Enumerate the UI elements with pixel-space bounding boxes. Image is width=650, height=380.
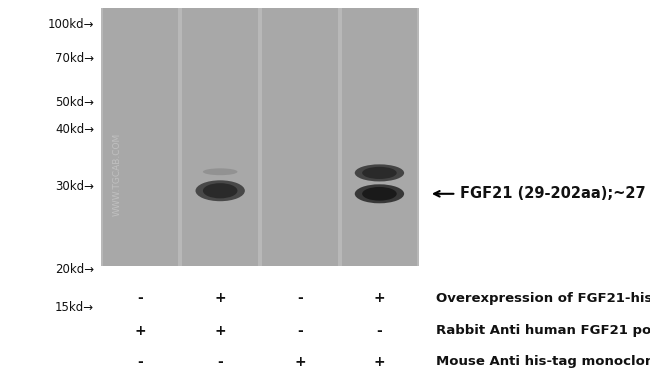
- Text: +: +: [374, 355, 385, 369]
- Text: 50kd→: 50kd→: [55, 96, 94, 109]
- Text: +: +: [214, 291, 226, 305]
- Bar: [101, 8, 419, 266]
- Bar: [342, 8, 417, 266]
- Text: Overexpression of FGF21-his-myc: Overexpression of FGF21-his-myc: [436, 292, 650, 305]
- Ellipse shape: [355, 184, 404, 203]
- Text: -: -: [297, 291, 303, 305]
- Text: +: +: [135, 324, 146, 337]
- Ellipse shape: [362, 187, 396, 201]
- Ellipse shape: [203, 168, 237, 175]
- Text: 100kd→: 100kd→: [47, 18, 94, 31]
- Text: Rabbit Anti human FGF21 polyclonal antibody: Rabbit Anti human FGF21 polyclonal antib…: [436, 324, 650, 337]
- Bar: [182, 8, 258, 266]
- Text: +: +: [294, 355, 306, 369]
- Ellipse shape: [196, 180, 245, 201]
- Text: -: -: [376, 324, 382, 337]
- Text: +: +: [214, 324, 226, 337]
- Ellipse shape: [203, 183, 237, 198]
- Text: FGF21 (29-202aa);~27 kDa: FGF21 (29-202aa);~27 kDa: [460, 186, 650, 201]
- Ellipse shape: [362, 167, 396, 179]
- Text: 15kd→: 15kd→: [55, 301, 94, 314]
- Bar: [262, 8, 338, 266]
- Ellipse shape: [355, 164, 404, 182]
- Text: 70kd→: 70kd→: [55, 52, 94, 65]
- Text: +: +: [374, 291, 385, 305]
- Text: -: -: [138, 355, 144, 369]
- Text: 20kd→: 20kd→: [55, 263, 94, 276]
- Text: -: -: [297, 324, 303, 337]
- Text: WWW.TGCAB.COM: WWW.TGCAB.COM: [112, 133, 122, 217]
- Text: 40kd→: 40kd→: [55, 123, 94, 136]
- Bar: [103, 8, 178, 266]
- Text: -: -: [138, 291, 144, 305]
- Text: 30kd→: 30kd→: [55, 180, 94, 193]
- Text: -: -: [217, 355, 223, 369]
- Text: Mouse Anti his-tag monoclonal antibody: Mouse Anti his-tag monoclonal antibody: [436, 355, 650, 368]
